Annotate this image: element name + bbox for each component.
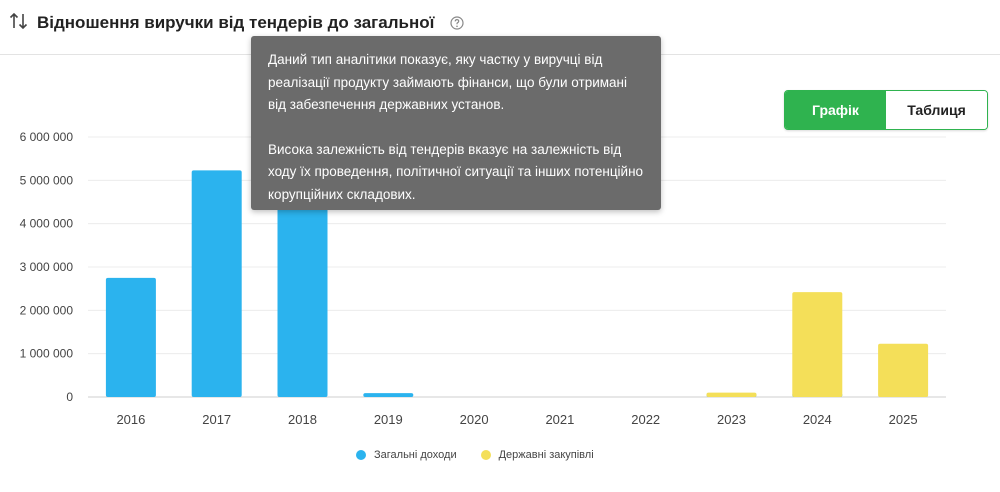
sort-arrows-icon[interactable] (8, 10, 30, 32)
x-tick-label: 2023 (717, 412, 746, 427)
bar-total-2019[interactable] (363, 393, 414, 397)
bar-gov-2025[interactable] (878, 343, 929, 397)
bar-total-2016[interactable] (105, 277, 156, 397)
chart-title: Відношення виручки від тендерів до загал… (37, 13, 435, 32)
bar-chart: 0 1 000 000 2 000 000 3 000 000 4 000 000 5 0… (20, 130, 946, 427)
question-circle-icon[interactable] (450, 16, 464, 30)
x-tick-label: 2016 (116, 412, 145, 427)
x-tick-label: 2017 (202, 412, 231, 427)
y-tick-label: 2 000 000 (20, 303, 74, 317)
legend-item-total[interactable]: Загальні доходи (356, 449, 457, 461)
y-tick-label: 5 000 000 (20, 173, 74, 187)
legend-swatch-gov (480, 450, 491, 460)
chart-legend: Загальні доходи Державні закупівлі (356, 449, 618, 461)
y-tick-label: 0 (66, 390, 73, 404)
bar-gov-2023[interactable] (706, 392, 757, 397)
x-tick-label: 2020 (460, 412, 489, 427)
bar-total-2018[interactable] (277, 193, 328, 397)
x-tick-label: 2019 (374, 412, 403, 427)
view-toggle: Графік Таблиця (784, 90, 988, 130)
tooltip-paragraph-1: Даний тип аналітики показує, яку частку … (268, 52, 627, 112)
y-tick-label: 4 000 000 (20, 217, 74, 231)
tooltip-paragraph-2: Висока залежність від тендерів вказує на… (268, 141, 644, 202)
legend-item-gov[interactable]: Державні закупівлі (480, 449, 594, 461)
chart-view-button[interactable]: Графік (785, 91, 886, 129)
x-tick-label: 2022 (631, 412, 660, 427)
y-tick-label: 3 000 000 (20, 260, 74, 274)
x-tick-label: 2021 (545, 412, 574, 427)
bar-gov-2024[interactable] (792, 292, 843, 397)
legend-label-gov: Державні закупівлі (498, 449, 594, 461)
table-view-button[interactable]: Таблиця (886, 91, 987, 129)
x-tick-label: 2018 (288, 412, 317, 427)
y-tick-label: 6 000 000 (20, 130, 74, 144)
bar-total-2017[interactable] (191, 170, 242, 397)
y-tick-label: 1 000 000 (20, 347, 74, 361)
legend-label-total: Загальні доходи (374, 449, 457, 461)
legend-swatch-total (356, 450, 366, 460)
x-tick-label: 2025 (889, 412, 918, 427)
x-tick-label: 2024 (803, 412, 832, 427)
help-tooltip: Даний тип аналітики показує, яку частку … (251, 36, 661, 210)
